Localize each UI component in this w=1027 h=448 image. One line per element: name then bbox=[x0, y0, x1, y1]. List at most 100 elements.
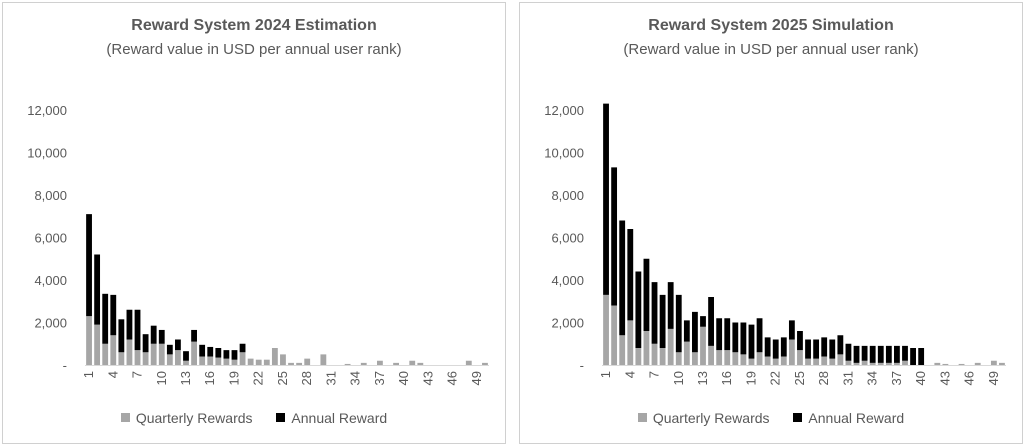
bar-annual bbox=[659, 294, 666, 348]
bar-annual bbox=[869, 345, 876, 363]
bar-quarterly bbox=[877, 362, 884, 365]
bar-quarterly bbox=[667, 328, 674, 365]
bar-quarterly bbox=[999, 362, 1005, 365]
bar-quarterly bbox=[756, 352, 763, 365]
bar-annual bbox=[708, 297, 714, 346]
bar-annual bbox=[635, 271, 642, 348]
bar-quarterly bbox=[692, 352, 698, 365]
chart-subtitle: (Reward value in USD per annual user ran… bbox=[623, 41, 919, 58]
bar-quarterly bbox=[990, 360, 997, 365]
bar-quarterly bbox=[223, 358, 230, 365]
bar-quarterly bbox=[280, 354, 286, 365]
x-tick-label: 19 bbox=[743, 371, 758, 385]
x-tick-label: 7 bbox=[130, 371, 145, 378]
bar-annual bbox=[150, 325, 157, 344]
x-tick-label: 40 bbox=[913, 371, 928, 385]
bar-annual bbox=[166, 344, 173, 355]
bar-annual bbox=[199, 344, 206, 357]
bar-quarterly bbox=[683, 341, 690, 365]
x-tick-label: 1 bbox=[81, 371, 96, 378]
x-tick-label: 46 bbox=[962, 371, 977, 385]
bar-annual bbox=[861, 345, 868, 361]
chart-panel-2024: Reward System 2024 Estimation (Reward va… bbox=[2, 2, 506, 444]
bar-annual bbox=[829, 339, 836, 359]
bar-quarterly bbox=[659, 348, 666, 365]
y-tick-label: 10,000 bbox=[544, 146, 584, 161]
bar-quarterly bbox=[651, 343, 658, 365]
bar-quarterly bbox=[255, 359, 262, 365]
bar-annual bbox=[877, 345, 884, 363]
bar-annual bbox=[158, 329, 165, 344]
bar-annual bbox=[885, 345, 892, 363]
bar-quarterly bbox=[142, 352, 149, 365]
bar-quarterly bbox=[207, 356, 214, 365]
bar-quarterly bbox=[853, 362, 860, 365]
bar-annual bbox=[748, 324, 755, 359]
legend-item-annual: Annual Reward bbox=[793, 410, 904, 426]
x-tick-label: 10 bbox=[671, 371, 686, 385]
bar-annual bbox=[215, 348, 222, 358]
bar-quarterly bbox=[183, 360, 189, 365]
bar-annual bbox=[619, 220, 626, 336]
bar-annual bbox=[102, 293, 109, 344]
bar-quarterly bbox=[837, 354, 844, 365]
bar-annual bbox=[175, 339, 181, 351]
x-tick-label: 4 bbox=[105, 371, 120, 378]
x-tick-label: 7 bbox=[647, 371, 662, 378]
bar-annual bbox=[207, 346, 214, 357]
bar-quarterly bbox=[175, 350, 181, 365]
legend-label-annual: Annual Reward bbox=[291, 409, 388, 426]
bar-quarterly bbox=[150, 343, 157, 365]
bar-quarterly bbox=[902, 360, 908, 365]
bar-quarterly bbox=[813, 358, 820, 365]
legend-item-annual: Annual Reward bbox=[276, 410, 387, 426]
bar-quarterly bbox=[288, 362, 294, 365]
x-tick-label: 28 bbox=[299, 371, 314, 385]
x-tick-label: 49 bbox=[986, 371, 1001, 385]
bar-quarterly bbox=[716, 350, 723, 365]
y-tick-label: 8,000 bbox=[551, 188, 584, 203]
bar-quarterly bbox=[740, 354, 747, 365]
bar-chart-2025: - 2,000 4,000 6,000 8,000 10,000 12,000 1 4 7 10 13… bbox=[544, 103, 1006, 385]
bar-chart-2024: - 2,000 4,000 6,000 8,000 10,000 12,000 1 4 7 10 13… bbox=[27, 103, 489, 385]
bar-quarterly bbox=[296, 362, 303, 365]
bar-quarterly bbox=[942, 363, 949, 365]
bar-annual bbox=[692, 311, 698, 353]
x-tick-label: 28 bbox=[816, 371, 831, 385]
bar-quarterly bbox=[377, 360, 383, 365]
x-tick-label: 37 bbox=[889, 371, 904, 385]
bar-quarterly bbox=[94, 324, 101, 365]
bar-annual bbox=[805, 339, 811, 359]
bar-annual bbox=[732, 322, 739, 353]
bar-quarterly bbox=[239, 352, 246, 365]
bar-annual bbox=[700, 316, 706, 327]
bar-annual bbox=[772, 339, 779, 359]
bar-quarterly bbox=[788, 339, 795, 365]
bar-annual bbox=[110, 294, 117, 336]
x-tick-label: 13 bbox=[695, 371, 710, 385]
bar-quarterly bbox=[869, 362, 876, 365]
x-tick-label: 25 bbox=[275, 371, 290, 385]
bar-annual bbox=[118, 319, 125, 353]
bar-annual bbox=[740, 322, 747, 355]
bar-quarterly bbox=[611, 305, 618, 365]
legend-swatch-quarterly bbox=[637, 413, 647, 422]
bar-annual bbox=[134, 309, 141, 351]
bar-annual bbox=[910, 348, 916, 365]
bar-annual bbox=[894, 345, 900, 363]
x-tick-label: 37 bbox=[372, 371, 387, 385]
y-tick-label: 4,000 bbox=[551, 273, 584, 288]
legend-swatch-annual bbox=[793, 413, 803, 422]
bar-quarterly bbox=[263, 359, 270, 365]
bar-quarterly bbox=[482, 362, 488, 365]
bar-annual bbox=[239, 343, 246, 353]
x-tick-label: 22 bbox=[251, 371, 266, 385]
bar-quarterly bbox=[934, 362, 941, 365]
bar-annual bbox=[611, 167, 618, 306]
y-tick-label: 4,000 bbox=[34, 273, 67, 288]
legend: Quarterly Rewards Annual Reward bbox=[520, 409, 1022, 426]
bar-quarterly bbox=[974, 362, 981, 365]
bar-quarterly bbox=[102, 343, 109, 365]
bar-quarterly bbox=[344, 363, 351, 365]
x-tick-label: 16 bbox=[719, 371, 734, 385]
